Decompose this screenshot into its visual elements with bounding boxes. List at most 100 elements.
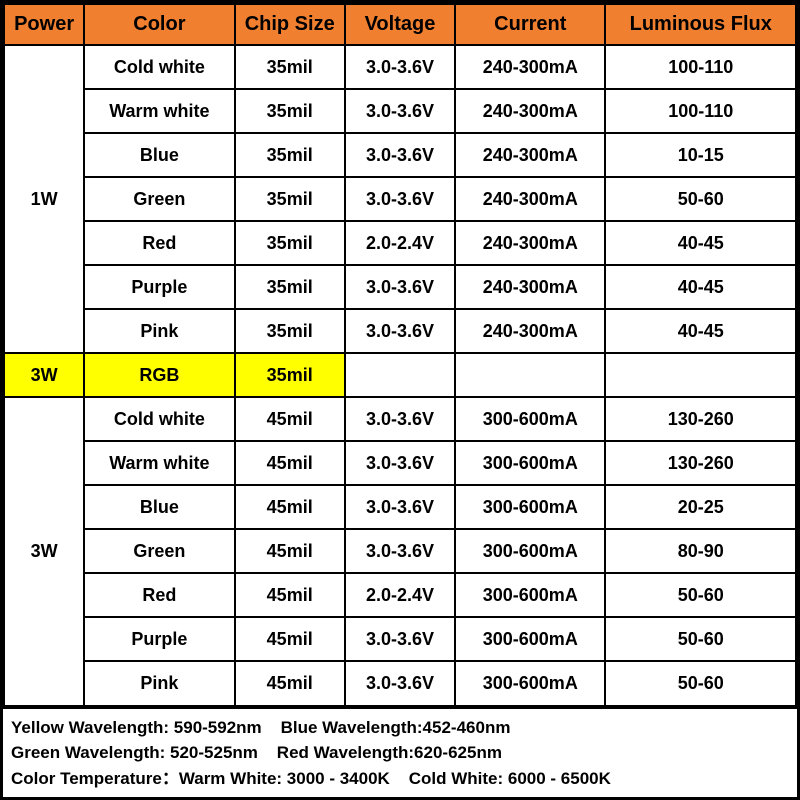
- cell-chip: 45mil: [235, 529, 345, 573]
- table-row: Green 45mil 3.0-3.6V 300-600mA 80-90: [4, 529, 796, 573]
- cell-volt: 3.0-3.6V: [345, 617, 455, 661]
- cell-volt: 3.0-3.6V: [345, 441, 455, 485]
- cell-flux: 130-260: [605, 441, 796, 485]
- cell-flux: 80-90: [605, 529, 796, 573]
- cell-color: Green: [84, 529, 234, 573]
- cell-curr: 300-600mA: [455, 661, 605, 705]
- cell-volt: 2.0-2.4V: [345, 573, 455, 617]
- cell-color: Purple: [84, 265, 234, 309]
- power-cell-1w: 1W: [4, 45, 84, 353]
- col-header-voltage: Voltage: [345, 4, 455, 45]
- cell-chip: 35mil: [235, 309, 345, 353]
- table-row: Red 45mil 2.0-2.4V 300-600mA 50-60: [4, 573, 796, 617]
- cell-chip: 45mil: [235, 441, 345, 485]
- col-header-chip: Chip Size: [235, 4, 345, 45]
- cell-color: Pink: [84, 661, 234, 705]
- table-row: Pink 45mil 3.0-3.6V 300-600mA 50-60: [4, 661, 796, 705]
- cell-color: Green: [84, 177, 234, 221]
- cell-color: Warm white: [84, 441, 234, 485]
- cell-flux: 20-25: [605, 485, 796, 529]
- cell-color: RGB: [84, 353, 234, 397]
- table-row: 3W Cold white 45mil 3.0-3.6V 300-600mA 1…: [4, 397, 796, 441]
- table-row: Blue 35mil 3.0-3.6V 240-300mA 10-15: [4, 133, 796, 177]
- cell-volt: 3.0-3.6V: [345, 133, 455, 177]
- cell-flux: [605, 353, 796, 397]
- cell-curr: 240-300mA: [455, 221, 605, 265]
- cell-color: Blue: [84, 133, 234, 177]
- cell-flux: 130-260: [605, 397, 796, 441]
- col-header-flux: Luminous Flux: [605, 4, 796, 45]
- table-row: Warm white 35mil 3.0-3.6V 240-300mA 100-…: [4, 89, 796, 133]
- cell-curr: [455, 353, 605, 397]
- cell-flux: 10-15: [605, 133, 796, 177]
- cell-chip: 45mil: [235, 617, 345, 661]
- footer-line-3: Color Temperature：Warm White: 3000 - 340…: [11, 766, 789, 792]
- cell-chip: 35mil: [235, 265, 345, 309]
- led-spec-table: Power Color Chip Size Voltage Current Lu…: [3, 3, 797, 707]
- cell-curr: 300-600mA: [455, 617, 605, 661]
- cell-color: Cold white: [84, 397, 234, 441]
- cell-curr: 240-300mA: [455, 133, 605, 177]
- cell-curr: 300-600mA: [455, 485, 605, 529]
- cell-volt: 3.0-3.6V: [345, 529, 455, 573]
- table-row: Blue 45mil 3.0-3.6V 300-600mA 20-25: [4, 485, 796, 529]
- cell-flux: 50-60: [605, 177, 796, 221]
- cell-color: Cold white: [84, 45, 234, 89]
- cell-volt: 3.0-3.6V: [345, 89, 455, 133]
- cell-curr: 240-300mA: [455, 45, 605, 89]
- cell-curr: 240-300mA: [455, 89, 605, 133]
- cell-volt: 3.0-3.6V: [345, 177, 455, 221]
- table-header-row: Power Color Chip Size Voltage Current Lu…: [4, 4, 796, 45]
- cell-volt: 3.0-3.6V: [345, 45, 455, 89]
- cell-color: Pink: [84, 309, 234, 353]
- footer-line-1: Yellow Wavelength: 590-592nm Blue Wavele…: [11, 715, 789, 741]
- cell-flux: 40-45: [605, 221, 796, 265]
- footer-notes: Yellow Wavelength: 590-592nm Blue Wavele…: [3, 707, 797, 798]
- col-header-current: Current: [455, 4, 605, 45]
- cell-volt: 2.0-2.4V: [345, 221, 455, 265]
- cell-flux: 40-45: [605, 309, 796, 353]
- table-body: 1W Cold white 35mil 3.0-3.6V 240-300mA 1…: [4, 45, 796, 706]
- table-row: Warm white 45mil 3.0-3.6V 300-600mA 130-…: [4, 441, 796, 485]
- cell-chip: 35mil: [235, 89, 345, 133]
- col-header-power: Power: [4, 4, 84, 45]
- cell-flux: 100-110: [605, 89, 796, 133]
- footer-line-2: Green Wavelength: 520-525nm Red Waveleng…: [11, 740, 789, 766]
- cell-chip: 45mil: [235, 397, 345, 441]
- cell-chip: 45mil: [235, 661, 345, 705]
- cell-color: Warm white: [84, 89, 234, 133]
- table-row: Red 35mil 2.0-2.4V 240-300mA 40-45: [4, 221, 796, 265]
- cell-curr: 240-300mA: [455, 309, 605, 353]
- cell-flux: 50-60: [605, 573, 796, 617]
- cell-volt: [345, 353, 455, 397]
- cell-color: Blue: [84, 485, 234, 529]
- cell-chip: 35mil: [235, 177, 345, 221]
- cell-volt: 3.0-3.6V: [345, 485, 455, 529]
- cell-volt: 3.0-3.6V: [345, 661, 455, 705]
- table-row: 1W Cold white 35mil 3.0-3.6V 240-300mA 1…: [4, 45, 796, 89]
- power-cell-3w-rgb: 3W: [4, 353, 84, 397]
- table-row: Purple 45mil 3.0-3.6V 300-600mA 50-60: [4, 617, 796, 661]
- cell-volt: 3.0-3.6V: [345, 309, 455, 353]
- power-cell-3w: 3W: [4, 397, 84, 705]
- led-spec-table-container: Power Color Chip Size Voltage Current Lu…: [0, 0, 800, 800]
- cell-flux: 40-45: [605, 265, 796, 309]
- cell-flux: 50-60: [605, 661, 796, 705]
- cell-volt: 3.0-3.6V: [345, 265, 455, 309]
- table-row: Purple 35mil 3.0-3.6V 240-300mA 40-45: [4, 265, 796, 309]
- table-row: Green 35mil 3.0-3.6V 240-300mA 50-60: [4, 177, 796, 221]
- cell-color: Red: [84, 221, 234, 265]
- cell-curr: 300-600mA: [455, 573, 605, 617]
- cell-curr: 300-600mA: [455, 397, 605, 441]
- cell-curr: 240-300mA: [455, 177, 605, 221]
- cell-volt: 3.0-3.6V: [345, 397, 455, 441]
- cell-curr: 240-300mA: [455, 265, 605, 309]
- col-header-color: Color: [84, 4, 234, 45]
- table-row: Pink 35mil 3.0-3.6V 240-300mA 40-45: [4, 309, 796, 353]
- cell-chip: 35mil: [235, 133, 345, 177]
- cell-flux: 50-60: [605, 617, 796, 661]
- cell-chip: 35mil: [235, 353, 345, 397]
- cell-chip: 35mil: [235, 45, 345, 89]
- cell-color: Red: [84, 573, 234, 617]
- cell-flux: 100-110: [605, 45, 796, 89]
